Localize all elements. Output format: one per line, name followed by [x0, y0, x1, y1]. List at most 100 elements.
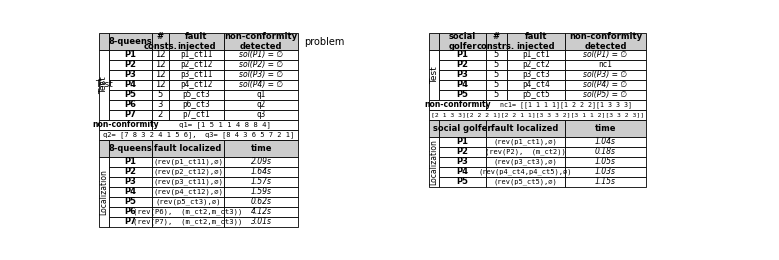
- Text: P4: P4: [456, 80, 468, 89]
- Bar: [485, 80, 506, 90]
- Bar: [439, 33, 485, 50]
- Text: 1.59s: 1.59s: [251, 187, 272, 196]
- Bar: [152, 70, 169, 80]
- Bar: [439, 50, 485, 60]
- Text: time: time: [251, 144, 272, 153]
- Text: nc1= [[1 1 1 1][1 2 2 2][1 3 3 3]: nc1= [[1 1 1 1][1 2 2 2][1 3 3 3]: [500, 101, 632, 108]
- Text: q1: q1: [256, 90, 266, 99]
- Text: 5: 5: [493, 80, 499, 89]
- Text: #
constrs.: # constrs.: [477, 31, 515, 51]
- Text: problem: problem: [305, 37, 344, 47]
- Bar: [565, 147, 646, 157]
- Bar: [109, 140, 152, 157]
- Text: sol(P1) = ∅: sol(P1) = ∅: [239, 50, 284, 59]
- Bar: [224, 80, 298, 90]
- Bar: [565, 80, 646, 90]
- Bar: [109, 80, 152, 90]
- Text: (rev(P7),  (m_ct2,m_ct3)): (rev(P7), (m_ct2,m_ct3)): [133, 218, 243, 225]
- Bar: [99, 33, 109, 50]
- Text: 1.15s: 1.15s: [595, 177, 616, 186]
- Bar: [224, 167, 298, 177]
- Text: P1: P1: [456, 50, 468, 59]
- Bar: [152, 50, 169, 60]
- Bar: [565, 177, 646, 187]
- Bar: [485, 120, 565, 137]
- Bar: [152, 33, 169, 50]
- Text: sol(P3) = ∅: sol(P3) = ∅: [239, 70, 284, 79]
- Text: P1: P1: [125, 157, 136, 166]
- Bar: [99, 140, 109, 157]
- Bar: [565, 50, 646, 60]
- Text: 4.12s: 4.12s: [251, 207, 272, 216]
- Text: P4: P4: [456, 167, 468, 176]
- Text: 12: 12: [155, 60, 165, 69]
- Bar: [485, 137, 565, 147]
- Text: 5: 5: [493, 60, 499, 69]
- Bar: [224, 157, 298, 167]
- Text: P3: P3: [456, 157, 468, 166]
- Text: q2= [7 8 3 2 4 1 5 6],  q3= [8 4 3 6 5 7 2 1]: q2= [7 8 3 2 4 1 5 6], q3= [8 4 3 6 5 7 …: [103, 131, 294, 138]
- Bar: [169, 80, 224, 90]
- Bar: [439, 90, 485, 100]
- Text: p1_ct11: p1_ct11: [181, 50, 213, 59]
- Text: 5: 5: [493, 70, 499, 79]
- Text: sol(P1) = ∅: sol(P1) = ∅: [583, 50, 627, 59]
- Text: (rev(p4_ct4,p4_ct5),∅): (rev(p4_ct4,p4_ct5),∅): [478, 168, 572, 175]
- Bar: [152, 217, 224, 227]
- Bar: [485, 147, 565, 157]
- Text: q2: q2: [256, 100, 266, 109]
- Text: p5_ct5: p5_ct5: [522, 90, 549, 99]
- Bar: [152, 140, 224, 157]
- Bar: [169, 100, 224, 110]
- Text: 0.18s: 0.18s: [595, 147, 616, 156]
- Bar: [429, 33, 439, 50]
- Bar: [169, 50, 224, 60]
- Text: P6: P6: [125, 207, 136, 216]
- Bar: [109, 90, 152, 100]
- Text: 2.09s: 2.09s: [251, 157, 272, 166]
- Bar: [565, 60, 646, 70]
- Bar: [439, 120, 485, 137]
- Text: (rev(P2),  (m_ct2)): (rev(P2), (m_ct2)): [485, 148, 566, 155]
- Bar: [152, 90, 169, 100]
- Bar: [169, 110, 224, 120]
- Bar: [485, 100, 646, 110]
- Bar: [99, 120, 152, 130]
- Bar: [506, 50, 565, 60]
- Text: 8-queens: 8-queens: [108, 144, 152, 153]
- Text: (rev(p5_ct5),∅): (rev(p5_ct5),∅): [493, 178, 557, 185]
- Text: P5: P5: [456, 90, 468, 99]
- Bar: [429, 110, 646, 120]
- Text: p6_ct3: p6_ct3: [183, 100, 210, 109]
- Text: non-conformity
detected: non-conformity detected: [224, 31, 298, 51]
- Text: fault localized: fault localized: [154, 144, 222, 153]
- Bar: [224, 100, 298, 110]
- Text: [2 1 3 3][2 2 2 1][2 2 1 1][3 3 3 2][3 1 1 2][3 3 2 3]]: [2 1 3 3][2 2 2 1][2 2 1 1][3 3 3 2][3 1…: [431, 112, 644, 117]
- Bar: [152, 177, 224, 187]
- Text: 1.04s: 1.04s: [595, 137, 616, 146]
- Bar: [506, 90, 565, 100]
- Bar: [224, 60, 298, 70]
- Bar: [429, 50, 439, 100]
- Text: P3: P3: [125, 70, 136, 79]
- Text: 1.05s: 1.05s: [595, 157, 616, 166]
- Text: 2: 2: [157, 110, 163, 119]
- Text: 5: 5: [493, 50, 499, 59]
- Bar: [485, 33, 506, 50]
- Text: P4: P4: [125, 187, 136, 196]
- Text: (rev(p1_ct1),∅): (rev(p1_ct1),∅): [493, 138, 557, 145]
- Text: p4_ct12: p4_ct12: [181, 80, 213, 89]
- Text: p5_ct3: p5_ct3: [183, 90, 210, 99]
- Bar: [109, 70, 152, 80]
- Bar: [565, 157, 646, 167]
- Bar: [169, 33, 224, 50]
- Text: 5: 5: [157, 90, 163, 99]
- Bar: [109, 60, 152, 70]
- Text: sol(P2) = ∅: sol(P2) = ∅: [239, 60, 284, 69]
- Text: nc1: nc1: [598, 60, 612, 69]
- Text: P7: P7: [125, 217, 136, 226]
- Bar: [152, 157, 224, 167]
- Text: P5: P5: [125, 197, 136, 206]
- Bar: [485, 70, 506, 80]
- Text: p1_ct1: p1_ct1: [522, 50, 549, 59]
